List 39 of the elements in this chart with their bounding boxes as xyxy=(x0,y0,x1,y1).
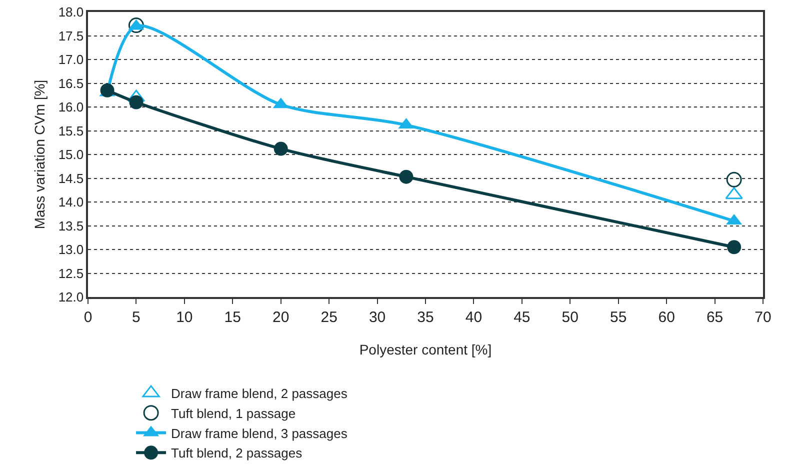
point xyxy=(399,170,414,184)
x-tick-label: 40 xyxy=(465,308,482,326)
y-tick-label: 14.5 xyxy=(58,170,84,186)
y-tick-label: 17.0 xyxy=(58,52,84,68)
point xyxy=(129,95,144,110)
y-tick-label: 14.0 xyxy=(58,194,84,210)
y-tick-label: 16.0 xyxy=(58,100,84,115)
x-tick-label: 45 xyxy=(514,308,530,326)
legend-label: Tuft blend, 2 passages xyxy=(171,446,303,461)
point xyxy=(727,240,742,254)
x-axis-title: Polyester content [%] xyxy=(359,342,492,358)
x-tick-label: 70 xyxy=(754,308,772,326)
point xyxy=(274,142,288,156)
y-tick-label: 13.0 xyxy=(58,242,84,258)
y-tick-label: 12.5 xyxy=(58,266,84,281)
x-tick-label: 50 xyxy=(562,308,578,326)
y-tick-label: 15.5 xyxy=(58,123,84,138)
x-tick-label: 30 xyxy=(368,308,386,326)
x-tick-label: 5 xyxy=(132,308,140,326)
legend-label: Tuft blend, 1 passage xyxy=(171,406,296,421)
point xyxy=(726,172,742,188)
legend-label: Draw frame blend, 3 passages xyxy=(171,426,348,441)
x-tick-label: 10 xyxy=(176,308,193,326)
x-tick-label: 15 xyxy=(224,308,241,326)
y-tick-label: 13.5 xyxy=(58,218,84,234)
y-axis-title: Mass variation CVm [%] xyxy=(31,80,48,230)
x-tick-label: 65 xyxy=(706,308,724,326)
x-tick-label: 25 xyxy=(320,308,338,326)
legend-label: Draw frame blend, 2 passages xyxy=(171,386,348,402)
x-tick-label: 60 xyxy=(658,308,675,326)
x-tick-label: 20 xyxy=(272,308,290,326)
y-tick-label: 12.0 xyxy=(58,290,84,305)
y-tick-label: 17.5 xyxy=(58,28,84,44)
x-tick-label: 55 xyxy=(610,308,627,326)
x-tick-label: 35 xyxy=(417,308,434,326)
y-tick-label: 16.5 xyxy=(58,76,84,91)
y-tick-label: 15.0 xyxy=(58,147,84,162)
x-tick-label: 0 xyxy=(84,308,92,326)
y-tick-label: 18.0 xyxy=(58,4,84,20)
